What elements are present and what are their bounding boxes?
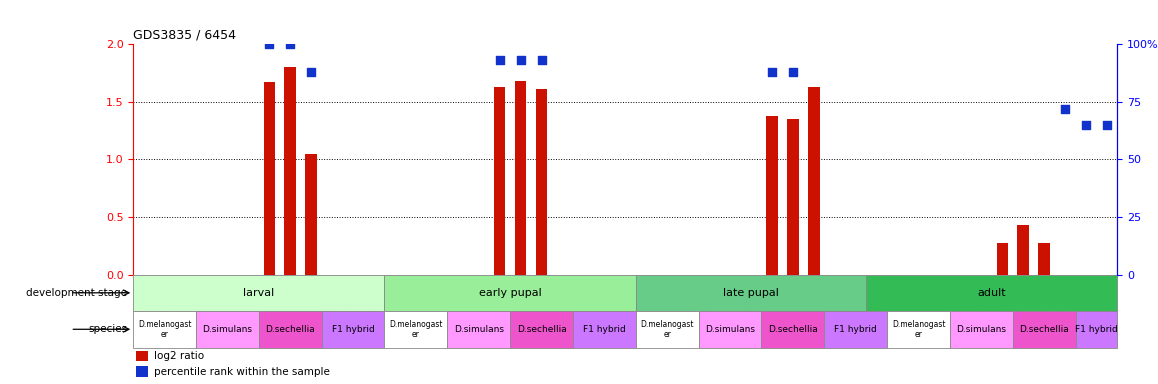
Bar xyxy=(196,311,259,348)
Text: adult: adult xyxy=(977,288,1006,298)
Text: D.simulans: D.simulans xyxy=(454,325,504,334)
Text: D.sechellia: D.sechellia xyxy=(265,325,315,334)
Point xyxy=(1056,106,1075,112)
Text: D.sechellia: D.sechellia xyxy=(768,325,818,334)
Bar xyxy=(259,311,322,348)
Bar xyxy=(636,311,698,348)
Text: development stage: development stage xyxy=(27,288,127,298)
Point xyxy=(784,69,802,75)
Bar xyxy=(866,275,1117,311)
Point xyxy=(763,69,782,75)
Bar xyxy=(997,243,1009,275)
Bar xyxy=(494,87,505,275)
Text: species: species xyxy=(88,324,127,334)
Text: GDS3835 / 6454: GDS3835 / 6454 xyxy=(133,28,236,41)
Text: F1 hybrid: F1 hybrid xyxy=(582,325,625,334)
Bar xyxy=(264,82,276,275)
Bar xyxy=(787,119,799,275)
Text: late pupal: late pupal xyxy=(723,288,779,298)
Text: D.simulans: D.simulans xyxy=(705,325,755,334)
Bar xyxy=(285,67,296,275)
Text: D.melanogast
er: D.melanogast er xyxy=(640,319,694,339)
Bar xyxy=(636,275,866,311)
Point xyxy=(281,41,300,47)
Bar xyxy=(887,311,950,348)
Text: F1 hybrid: F1 hybrid xyxy=(331,325,374,334)
Text: percentile rank within the sample: percentile rank within the sample xyxy=(154,367,330,377)
Bar xyxy=(808,87,820,275)
Bar xyxy=(322,311,384,348)
Text: F1 hybrid: F1 hybrid xyxy=(834,325,877,334)
Bar xyxy=(698,311,762,348)
Text: D.melanogast
er: D.melanogast er xyxy=(892,319,945,339)
Point xyxy=(1077,122,1095,128)
Bar xyxy=(447,311,511,348)
Text: log2 ratio: log2 ratio xyxy=(154,351,204,361)
Text: D.melanogast
er: D.melanogast er xyxy=(389,319,442,339)
Text: D.sechellia: D.sechellia xyxy=(516,325,566,334)
Bar xyxy=(1013,311,1076,348)
Bar xyxy=(137,366,148,377)
Bar xyxy=(536,89,548,275)
Text: D.simulans: D.simulans xyxy=(203,325,252,334)
Bar xyxy=(384,275,636,311)
Bar xyxy=(950,311,1013,348)
Bar xyxy=(133,275,384,311)
Bar xyxy=(1039,243,1050,275)
Text: F1 hybrid: F1 hybrid xyxy=(1075,325,1117,334)
Bar xyxy=(573,311,636,348)
Bar xyxy=(511,311,573,348)
Point xyxy=(302,69,321,75)
Point xyxy=(261,41,279,47)
Text: early pupal: early pupal xyxy=(478,288,542,298)
Bar xyxy=(767,116,778,275)
Bar xyxy=(137,351,148,361)
Bar xyxy=(515,81,527,275)
Bar xyxy=(384,311,447,348)
Text: D.sechellia: D.sechellia xyxy=(1019,325,1069,334)
Text: larval: larval xyxy=(243,288,274,298)
Bar xyxy=(306,154,317,275)
Bar xyxy=(133,311,196,348)
Bar xyxy=(824,311,887,348)
Text: D.melanogast
er: D.melanogast er xyxy=(138,319,191,339)
Point xyxy=(512,57,530,63)
Text: D.simulans: D.simulans xyxy=(957,325,1006,334)
Point xyxy=(533,57,551,63)
Point xyxy=(1098,122,1116,128)
Bar xyxy=(1018,225,1029,275)
Bar xyxy=(1076,311,1117,348)
Bar xyxy=(762,311,824,348)
Point xyxy=(490,57,508,63)
